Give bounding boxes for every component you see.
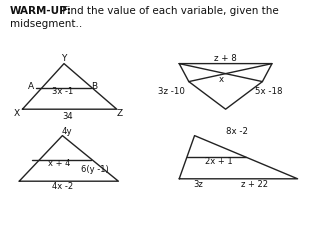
Text: X: X [13,109,20,118]
Text: 5x -18: 5x -18 [255,87,283,96]
Text: z + 22: z + 22 [241,180,268,189]
Text: 4x -2: 4x -2 [52,182,73,191]
Text: 4y: 4y [62,127,73,137]
Text: midsegment..: midsegment.. [10,19,82,29]
Text: 2x + 1: 2x + 1 [205,157,233,166]
Text: z + 8: z + 8 [214,54,237,63]
Text: A: A [28,82,34,91]
Text: 3z -10: 3z -10 [158,87,185,96]
Text: WARM-UP:: WARM-UP: [10,6,71,16]
Text: Z: Z [116,109,123,118]
Text: x: x [219,75,224,84]
Text: 3x -1: 3x -1 [52,87,73,96]
Text: 6(y -1): 6(y -1) [82,165,109,174]
Text: 3z: 3z [193,180,203,189]
Text: x + 4: x + 4 [48,159,70,168]
Text: Find the value of each variable, given the: Find the value of each variable, given t… [59,6,279,16]
Text: B: B [91,82,98,91]
Text: 34: 34 [62,112,73,121]
Text: Y: Y [61,54,67,63]
Text: 8x -2: 8x -2 [226,127,248,137]
